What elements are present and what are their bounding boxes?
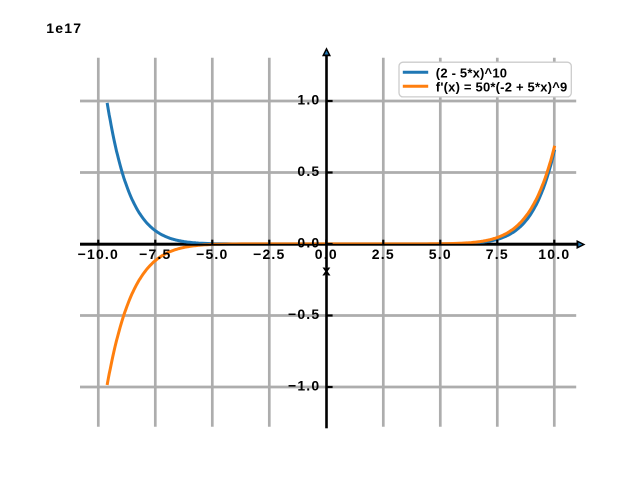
svg-text:x: x <box>322 262 332 279</box>
svg-text:0.5: 0.5 <box>297 163 320 179</box>
svg-text:10.0: 10.0 <box>538 246 570 262</box>
svg-text:−0.5: −0.5 <box>288 306 320 322</box>
svg-text:−1.0: −1.0 <box>288 378 320 394</box>
svg-text:1e17: 1e17 <box>46 20 82 36</box>
svg-text:(2 - 5*x)^10: (2 - 5*x)^10 <box>436 66 507 81</box>
svg-text:5.0: 5.0 <box>429 246 452 262</box>
svg-text:−7.5: −7.5 <box>139 246 171 262</box>
svg-text:f'(x) = 50*(-2 + 5*x)^9: f'(x) = 50*(-2 + 5*x)^9 <box>436 80 568 95</box>
svg-text:7.5: 7.5 <box>486 246 509 262</box>
svg-text:0.0: 0.0 <box>297 235 320 251</box>
svg-text:−5.0: −5.0 <box>196 246 228 262</box>
svg-text:−2.5: −2.5 <box>253 246 285 262</box>
svg-text:2.5: 2.5 <box>372 246 395 262</box>
svg-text:0.0: 0.0 <box>315 246 338 262</box>
svg-text:1.0: 1.0 <box>297 92 320 108</box>
svg-text:−10.0: −10.0 <box>78 246 119 262</box>
